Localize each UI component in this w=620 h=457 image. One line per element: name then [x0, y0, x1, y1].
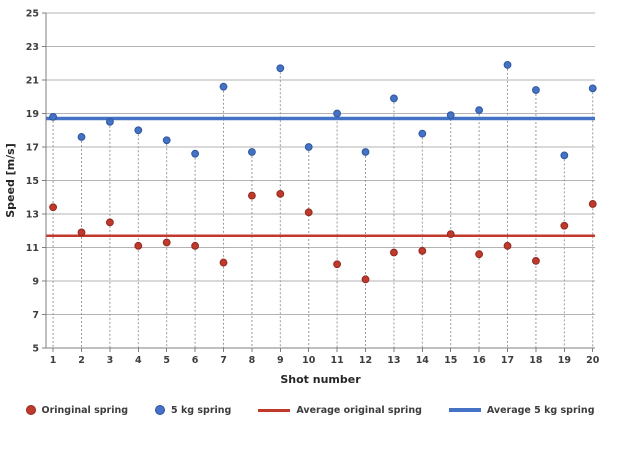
x-tick-label: 20	[586, 355, 600, 366]
data-point-original-spring	[191, 241, 200, 250]
legend-item-5kg-spring: 5 kg spring	[155, 405, 231, 416]
data-point-original-spring	[390, 248, 398, 257]
y-tick-label: 9	[32, 277, 39, 288]
y-tick-label: 13	[26, 210, 39, 221]
data-point-original-spring	[304, 208, 313, 217]
data-point-5kg-spring	[361, 148, 370, 156]
chart-legend: Oringinal spring 5 kg spring Average ori…	[0, 400, 620, 420]
data-point-original-spring	[588, 200, 597, 208]
data-point-5kg-spring	[503, 61, 512, 69]
data-point-5kg-spring	[418, 129, 427, 138]
data-point-original-spring	[276, 190, 285, 198]
5kg-spring-marker-icon	[155, 405, 166, 415]
data-point-5kg-spring	[276, 64, 285, 73]
data-point-original-spring	[134, 241, 143, 250]
data-point-original-spring	[503, 241, 512, 250]
y-tick-label: 23	[26, 42, 39, 53]
x-tick-label: 4	[135, 355, 142, 366]
legend-item-average-5kg-spring: Average 5 kg spring	[448, 404, 595, 416]
data-point-5kg-spring	[588, 84, 597, 93]
data-point-5kg-spring	[106, 117, 114, 126]
data-point-original-spring	[77, 228, 86, 237]
y-axis-title: Speed [m/s]	[4, 143, 17, 218]
x-tick-label: 10	[302, 355, 316, 366]
x-tick-label: 16	[473, 355, 487, 366]
data-point-original-spring	[361, 275, 370, 284]
data-point-5kg-spring	[475, 106, 484, 115]
legend-item-original-spring: Oringinal spring	[25, 404, 129, 416]
average-original-line-icon	[258, 408, 291, 412]
x-tick-label: 19	[558, 355, 571, 366]
y-tick-label: 17	[26, 143, 39, 154]
data-point-5kg-spring	[446, 111, 455, 120]
x-tick-label: 2	[78, 355, 85, 366]
data-point-original-spring	[418, 246, 427, 255]
legend-item-average-original-spring: Average original spring	[258, 405, 422, 416]
y-tick-label: 5	[32, 344, 39, 355]
legend-label-5kg-spring: 5 kg spring	[171, 404, 232, 416]
data-point-5kg-spring	[162, 136, 171, 145]
data-point-original-spring	[106, 218, 114, 227]
x-tick-label: 8	[249, 355, 256, 366]
y-tick-label: 11	[26, 243, 39, 254]
legend-label-average-5kg-spring: Average 5 kg spring	[486, 404, 595, 416]
data-point-original-spring	[532, 257, 540, 265]
legend-label-average-original-spring: Average original spring	[296, 404, 422, 416]
data-point-5kg-spring	[390, 94, 398, 103]
x-tick-label: 15	[444, 355, 457, 366]
data-point-original-spring	[49, 203, 58, 212]
x-tick-label: 5	[163, 355, 170, 366]
data-point-original-spring	[333, 260, 342, 269]
x-tick-label: 14	[416, 355, 430, 366]
x-tick-label: 13	[387, 355, 400, 366]
data-point-5kg-spring	[532, 86, 540, 94]
data-point-original-spring	[475, 250, 484, 259]
data-point-5kg-spring	[134, 126, 143, 135]
data-point-5kg-spring	[304, 143, 313, 151]
average-5kg-line-icon	[448, 408, 481, 412]
x-tick-label: 17	[501, 355, 514, 366]
data-point-5kg-spring	[333, 109, 342, 118]
data-point-original-spring	[248, 191, 256, 200]
x-tick-label: 9	[277, 355, 284, 366]
data-point-5kg-spring	[77, 133, 86, 141]
y-tick-label: 21	[26, 76, 39, 87]
legend-label-original-spring: Oringinal spring	[41, 404, 129, 416]
data-point-5kg-spring	[248, 148, 256, 156]
data-point-original-spring	[219, 258, 228, 267]
x-tick-label: 7	[220, 355, 227, 366]
y-tick-label: 19	[26, 109, 39, 120]
x-tick-label: 1	[50, 355, 57, 366]
data-point-5kg-spring	[49, 112, 58, 121]
data-point-original-spring	[560, 221, 569, 230]
x-tick-label: 18	[529, 355, 543, 366]
data-point-5kg-spring	[219, 82, 228, 91]
data-point-5kg-spring	[191, 149, 200, 158]
y-tick-label: 25	[26, 9, 39, 20]
y-tick-label: 7	[32, 310, 39, 321]
data-point-original-spring	[446, 230, 455, 239]
x-tick-label: 6	[192, 355, 199, 366]
x-tick-label: 12	[359, 355, 372, 366]
y-tick-label: 15	[26, 176, 39, 187]
data-point-original-spring	[162, 238, 171, 247]
x-tick-label: 11	[330, 355, 343, 366]
original-spring-marker-icon	[25, 405, 36, 415]
x-axis-title: Shot number	[280, 373, 361, 386]
x-tick-label: 3	[107, 355, 114, 366]
data-point-5kg-spring	[560, 151, 569, 160]
